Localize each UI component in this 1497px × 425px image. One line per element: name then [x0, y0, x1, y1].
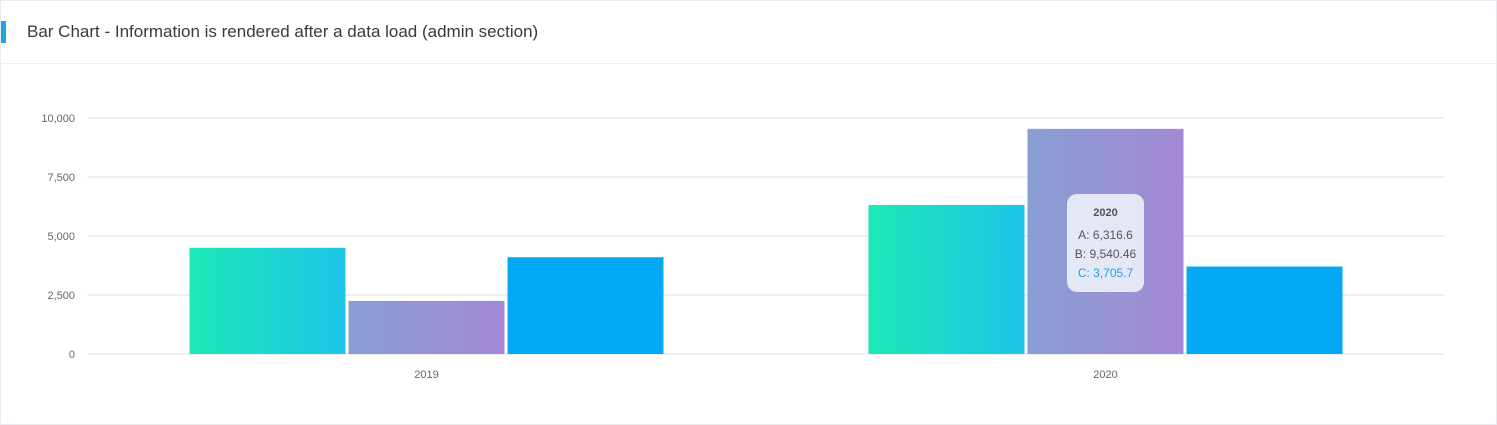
bar-a-2020[interactable] [868, 204, 1025, 354]
y-tick-label: 2,500 [47, 290, 75, 302]
bar-a-2019[interactable] [189, 247, 346, 354]
x-tick-label: 2020 [1093, 369, 1117, 381]
x-tick-label: 2019 [414, 369, 438, 381]
bar-c-2020[interactable] [1186, 266, 1343, 354]
y-tick-label: 10,000 [41, 113, 75, 125]
card-header: Bar Chart - Information is rendered afte… [1, 1, 1496, 64]
axis-labels: 0 2,500 5,000 7,500 10,000 2019 2020 [41, 113, 1117, 381]
y-tick-label: 7,500 [47, 172, 75, 184]
tooltip-title: 2020 [1093, 207, 1118, 219]
bar-chart: 0 2,500 5,000 7,500 10,000 2019 2020 [41, 113, 1445, 381]
header-accent-bar [1, 21, 6, 43]
y-tick-label: 5,000 [47, 231, 75, 243]
bar-b-2019[interactable] [348, 300, 505, 354]
card-title: Bar Chart - Information is rendered afte… [27, 22, 539, 41]
tooltip-series-b: B: 9,540.46 [1074, 247, 1137, 261]
y-tick-label: 0 [69, 349, 75, 361]
tooltip-series-c: C: 3,705.7 [1077, 266, 1134, 280]
bar-c-2019[interactable] [507, 257, 664, 354]
bars [189, 128, 1343, 354]
tooltip-series-a: A: 6,316.6 [1078, 228, 1133, 242]
chart-tooltip: 2020 A: 6,316.6 B: 9,540.46 C: 3,705.7 [1067, 194, 1144, 292]
